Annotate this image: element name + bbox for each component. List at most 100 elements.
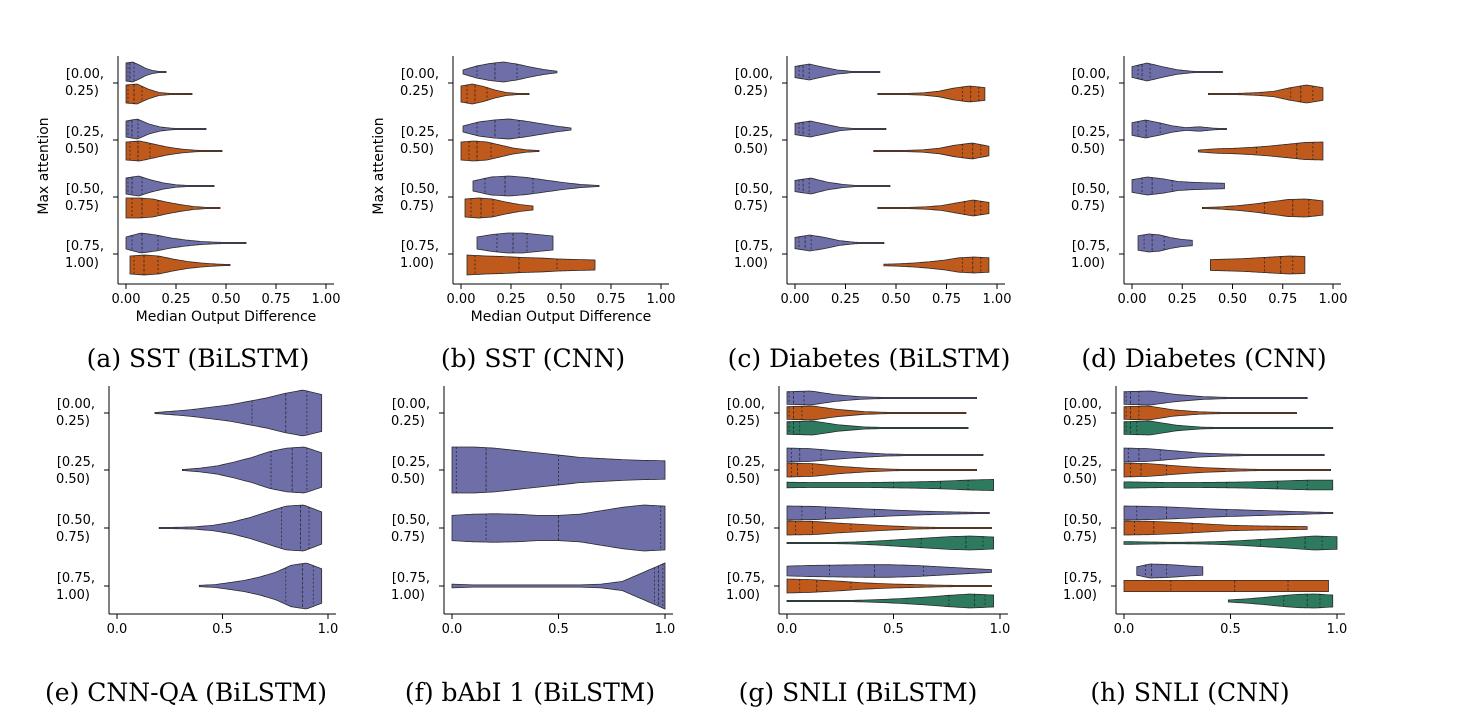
violin-g-green-3	[786, 593, 995, 609]
x-tick-label: 0.50	[212, 292, 241, 307]
y-tick-label: [0.00, 0.25)	[1071, 67, 1110, 99]
x-tick-label: 1.0	[1327, 622, 1348, 637]
violin-g-green-1	[786, 478, 995, 492]
y-tick-label: [0.25, 0.50)	[1071, 125, 1110, 157]
violin-h-blue-0	[1123, 390, 1308, 406]
x-tick-label: 0.00	[447, 292, 476, 307]
violin-h-green-0	[1123, 420, 1334, 436]
violin-c-blue-0	[794, 63, 881, 81]
x-tick-label: 0.50	[1218, 292, 1247, 307]
violin-c-orange-0	[877, 85, 986, 103]
violin-b-blue-3	[476, 232, 554, 254]
violin-b-blue-2	[472, 175, 600, 197]
violin-c-blue-3	[794, 234, 885, 252]
x-tick-label: 0.0	[777, 622, 798, 637]
violin-a-blue-1	[125, 118, 207, 140]
x-tick-label: 0.75	[1268, 292, 1297, 307]
y-tick-label: [0.75, 1.00)	[56, 571, 95, 603]
y-tick-label: [0.50, 0.75)	[1063, 513, 1102, 545]
violin-a-blue-2	[125, 175, 215, 197]
violin-c-orange-1	[873, 142, 990, 160]
x-tick-label: 1.0	[990, 622, 1011, 637]
violin-f-blue-2	[451, 504, 666, 552]
x-tick-label: 0.5	[883, 622, 904, 637]
panel-c: 0.00 0.25 0.50 0.75 1.00 [0.00, 0.25) [0.25, 0.5…	[734, 56, 1012, 307]
violin-e-blue-1	[182, 446, 323, 494]
violin-h-blue-3	[1136, 563, 1204, 579]
violin-g-orange-3	[786, 578, 992, 594]
x-tick-label: 0.00	[112, 292, 141, 307]
violin-b-orange-3	[466, 254, 596, 276]
violin-h-green-3	[1227, 593, 1334, 609]
violin-h-orange-1	[1123, 462, 1332, 478]
x-tick-label: 1.00	[312, 292, 341, 307]
panel-h: 0.0 0.5 1.0 [0.00, 0.25) [0.25, 0.50) [0.50, 0.7…	[1063, 386, 1347, 637]
violin-d-blue-0	[1131, 62, 1223, 82]
violin-d-blue-1	[1131, 119, 1227, 139]
violin-h-green-2	[1123, 535, 1338, 551]
violin-g-blue-0	[786, 390, 977, 406]
violin-a-orange-2	[125, 197, 221, 219]
panel-b: 0.00 0.25 0.50 0.75 1.00 Median Output Differ…	[371, 56, 675, 325]
violin-c-orange-2	[877, 199, 990, 217]
x-axis-label: Median Output Difference	[136, 309, 317, 325]
violin-d-orange-1	[1197, 141, 1324, 161]
y-tick-label: [0.25, 0.50)	[65, 125, 104, 157]
x-tick-label: 0.75	[932, 292, 961, 307]
violin-b-blue-0	[462, 61, 558, 83]
violin-h-green-1	[1123, 479, 1334, 491]
y-tick-label: [0.50, 0.75)	[56, 513, 95, 545]
caption-a: (a) SST (BiLSTM)	[86, 344, 310, 373]
violin-d-orange-3	[1209, 255, 1306, 275]
violin-h-orange-2	[1123, 520, 1308, 536]
y-tick-label: [0.50, 0.75)	[726, 513, 765, 545]
violin-g-blue-3	[786, 564, 992, 578]
y-tick-label: [0.50, 0.75)	[400, 182, 439, 214]
y-tick-label: [0.50, 0.75)	[391, 513, 430, 545]
caption-f: (f) bAbI 1 (BiLSTM)	[404, 678, 656, 707]
x-tick-label: 0.25	[162, 292, 191, 307]
violin-b-blue-1	[462, 118, 572, 140]
x-tick-label: 1.0	[655, 622, 676, 637]
violin-b-orange-2	[464, 197, 534, 219]
x-tick-label: 1.00	[1319, 292, 1348, 307]
x-tick-label: 0.25	[831, 292, 860, 307]
violin-c-blue-1	[794, 120, 887, 138]
violin-b-orange-1	[460, 140, 540, 162]
y-tick-label: [0.75, 1.00)	[391, 571, 430, 603]
x-tick-label: 0.0	[107, 622, 128, 637]
x-tick-label: 0.50	[882, 292, 911, 307]
panel-e: 0.0 0.5 1.0 [0.00, 0.25) [0.25, 0.50) [0.50, 0.7…	[56, 386, 338, 637]
y-tick-label: [0.25, 0.50)	[391, 455, 430, 487]
x-tick-label: 1.00	[983, 292, 1012, 307]
violin-h-orange-0	[1123, 405, 1297, 421]
x-tick-label: 0.00	[1118, 292, 1147, 307]
y-axis-label: Max attention	[36, 117, 52, 214]
x-tick-label: 0.0	[1114, 622, 1135, 637]
violin-d-blue-2	[1131, 176, 1225, 196]
violin-g-orange-1	[786, 462, 977, 478]
caption-g: (g) SNLI (BiLSTM)	[738, 678, 978, 707]
x-tick-label: 0.0	[442, 622, 463, 637]
violin-g-blue-1	[786, 447, 984, 463]
violin-a-orange-3	[129, 254, 231, 276]
violin-d-blue-3	[1137, 233, 1193, 253]
x-tick-label: 0.25	[1168, 292, 1197, 307]
panel-f: 0.0 0.5 1.0 [0.00, 0.25) [0.25, 0.50) [0.50, 0.7…	[391, 386, 675, 637]
caption-e: (e) CNN-QA (BiLSTM)	[45, 678, 327, 707]
violin-h-orange-3	[1123, 580, 1329, 592]
violin-h-blue-2	[1123, 505, 1334, 521]
panel-g: 0.0 0.5 1.0 [0.00, 0.25) [0.25, 0.50) [0.50, 0.7…	[726, 386, 1010, 637]
x-tick-label: 0.5	[1220, 622, 1241, 637]
y-tick-label: [0.00, 0.25)	[726, 397, 765, 429]
violin-e-blue-2	[158, 504, 323, 552]
violin-a-orange-0	[125, 83, 193, 105]
violin-g-blue-2	[786, 505, 990, 521]
violin-a-blue-0	[125, 61, 167, 83]
caption-d: (d) Diabetes (CNN)	[1081, 344, 1327, 373]
panel-d: 0.00 0.25 0.50 0.75 1.00 [0.00, 0.25) [0.25, 0.5…	[1071, 56, 1348, 307]
violin-f-blue-3	[451, 562, 666, 610]
y-axis-label: Max attention	[371, 117, 387, 214]
x-tick-label: 0.25	[497, 292, 526, 307]
